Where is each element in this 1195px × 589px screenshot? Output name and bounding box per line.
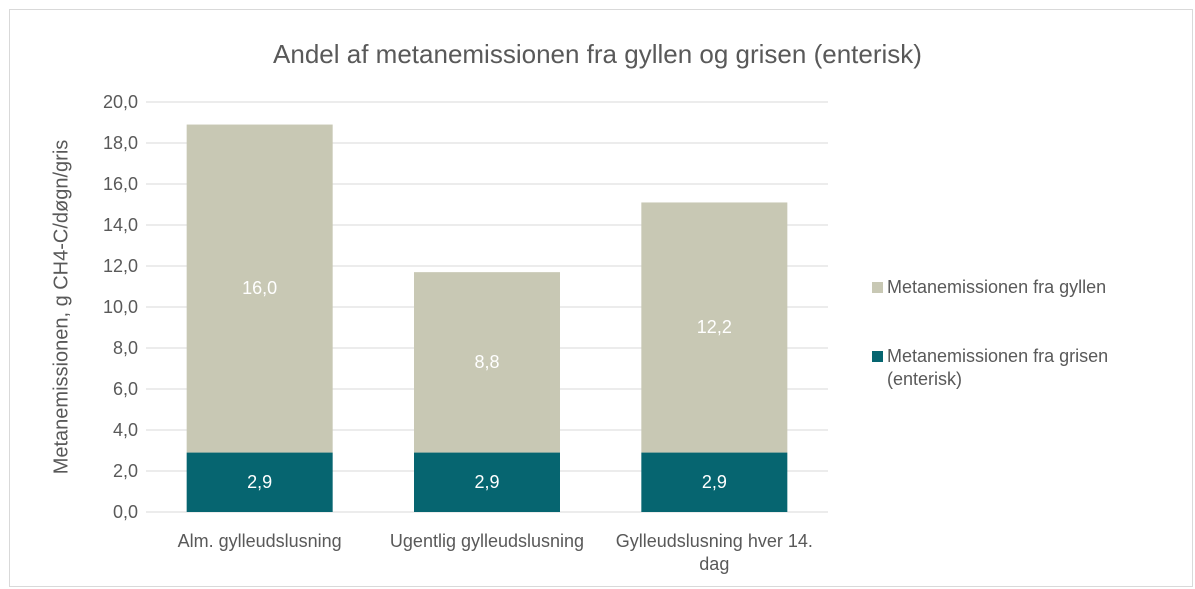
value-label: 8,8: [474, 351, 500, 372]
y-tick-label: 10,0: [102, 296, 138, 317]
y-tick-label: 2,0: [112, 460, 138, 481]
value-label: 2,9: [247, 471, 273, 492]
x-tick-label: Gylleudslusning hver 14. dag: [615, 531, 813, 574]
value-label: 12,2: [696, 317, 732, 337]
y-axis-label: Metanemissionen, g CH4-C/døgn/gris: [50, 139, 73, 475]
chart-frame: [9, 9, 1193, 587]
y-tick-label: 14,0: [102, 214, 138, 235]
bar-segment: [186, 124, 333, 453]
legend-marker: [872, 282, 883, 293]
x-tick-label: Ugentlig gylleudslusning: [389, 531, 585, 551]
y-tick-label: 8,0: [112, 337, 138, 358]
bar-segment: [414, 452, 560, 512]
value-label: 16,0: [242, 278, 278, 299]
legend-label: Metanemissionen fra gyllen: [887, 276, 1107, 297]
value-label: 2,9: [474, 471, 500, 492]
x-tick-label: Alm. gylleudslusning: [177, 531, 342, 551]
value-label: 2,9: [701, 471, 727, 492]
bar-segment: [641, 452, 788, 512]
y-tick-label: 20,0: [102, 91, 138, 112]
bar-segment: [641, 202, 788, 453]
y-tick-label: 18,0: [102, 132, 138, 153]
chart-title: Andel af metanemissionen fra gyllen og g…: [273, 39, 922, 69]
y-tick-label: 16,0: [102, 173, 138, 194]
y-tick-label: 0,0: [112, 501, 138, 522]
bar-segment: [186, 452, 333, 512]
y-tick-label: 4,0: [112, 419, 138, 440]
legend-label: Metanemissionen fra grisen (enterisk): [887, 345, 1109, 389]
y-tick-label: 12,0: [102, 255, 138, 276]
y-tick-label: 6,0: [112, 378, 138, 399]
legend-marker: [872, 351, 883, 362]
bar-segment: [414, 272, 560, 453]
